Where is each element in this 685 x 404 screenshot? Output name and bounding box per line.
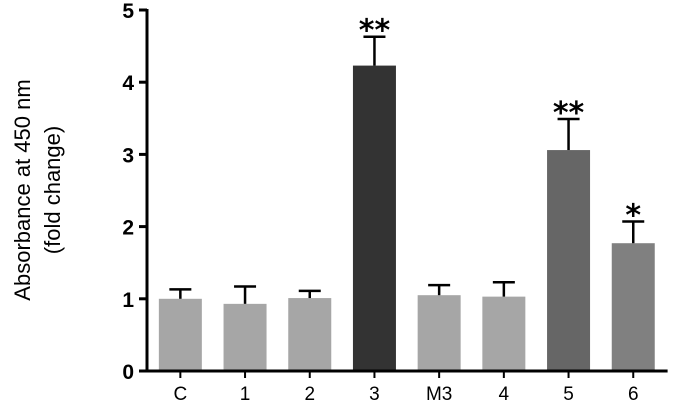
- y-tick-label-3: 3: [122, 144, 134, 167]
- x-tick-label-1: 1: [240, 384, 251, 404]
- error-bars-group: [169, 35, 645, 304]
- significance-group: *****: [359, 14, 642, 234]
- x-tick-label-4: 4: [499, 384, 510, 404]
- x-tick-label-3: 3: [369, 384, 380, 404]
- x-tick-labels: C 1 2 3 M3 4 5 6: [173, 384, 638, 404]
- x-tick-label-5: 5: [563, 384, 574, 404]
- y-axis-title-line2: (fold change): [40, 126, 65, 254]
- bar-4: [482, 296, 526, 371]
- x-tick-label-c: C: [173, 384, 187, 404]
- bar-2: [288, 298, 332, 371]
- y-tick-label-0: 0: [122, 361, 134, 384]
- bar-3: [352, 65, 396, 372]
- y-tick-labels: 0 1 2 3 4 5: [122, 0, 134, 384]
- bar-m3: [417, 295, 461, 371]
- bar-c: [158, 298, 202, 371]
- y-axis-title-line1: Absorbance at 450 nm: [10, 79, 35, 300]
- y-tick-label-1: 1: [122, 289, 134, 312]
- y-tick-label-5: 5: [122, 0, 134, 23]
- significance-5: **: [553, 96, 585, 131]
- bar-1: [223, 303, 267, 371]
- x-tick-label-2: 2: [304, 384, 315, 404]
- bar-5: [547, 150, 591, 371]
- y-tick-label-2: 2: [122, 217, 134, 240]
- x-tick-label-6: 6: [628, 384, 639, 404]
- bars-group: [158, 65, 655, 372]
- y-tick-label-4: 4: [122, 72, 134, 95]
- y-axis-title: Absorbance at 450 nm (fold change): [10, 79, 65, 300]
- axes-group: [139, 8, 668, 378]
- bar-6: [611, 243, 655, 371]
- significance-3: **: [359, 14, 391, 49]
- x-tick-label-m3: M3: [426, 384, 452, 404]
- significance-6: *: [625, 199, 641, 234]
